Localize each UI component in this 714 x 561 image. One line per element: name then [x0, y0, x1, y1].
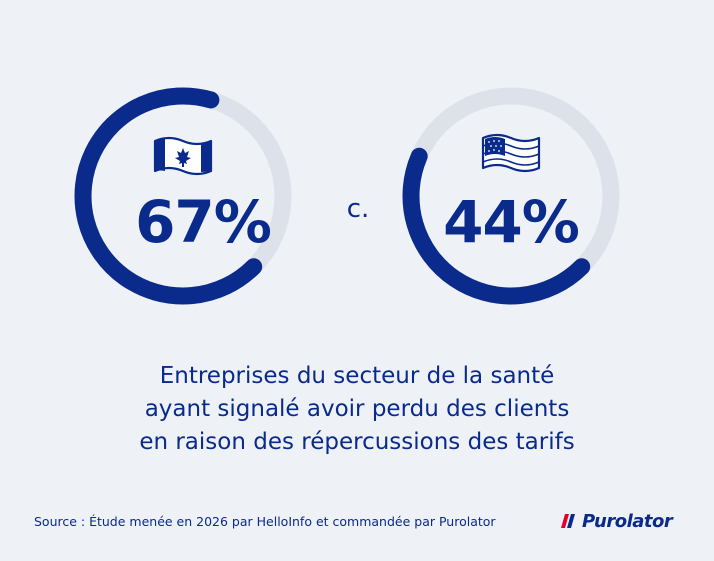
chart-caption: Entreprises du secteur de la santé ayant… — [0, 360, 714, 459]
source-note: Source : Étude menée en 2026 par HelloIn… — [34, 514, 496, 529]
gauge-chart: 67% c. 44% — [74, 87, 620, 305]
caption-line-2: ayant signalé avoir perdu des clients — [144, 396, 570, 422]
gauge-arc-canada — [74, 87, 263, 305]
caption-line-1: Entreprises du secteur de la santé — [159, 363, 555, 389]
logo-wordmark: Purolator — [582, 510, 673, 532]
usa-flag-icon — [481, 133, 541, 173]
gauge-usa: 44% — [402, 87, 620, 305]
purolator-logo: Purolator — [560, 508, 673, 534]
gauge-value-usa: 44% — [443, 188, 579, 256]
gauge-arc-usa — [402, 147, 591, 305]
gauge-canada: 67% — [74, 87, 292, 305]
caption-line-3: en raison des répercussions des tarifs — [139, 429, 575, 455]
gauge-value-canada: 67% — [135, 188, 271, 256]
canada-flag-icon — [153, 136, 213, 176]
comparison-separator: c. — [347, 194, 370, 224]
purolator-mark-icon — [561, 514, 575, 528]
